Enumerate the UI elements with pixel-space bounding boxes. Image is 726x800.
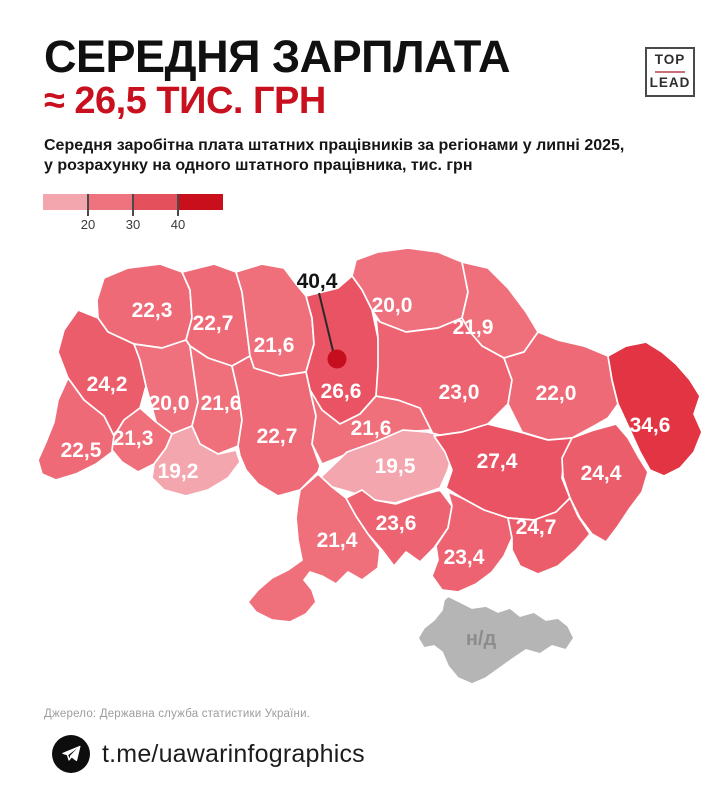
value-label-crimea: н/д [466,628,497,650]
legend-tick-40 [177,194,179,216]
value-label-zhytomyr: 21,6 [254,334,295,357]
subtitle: Середня заробітна плата штатних працівни… [44,136,684,177]
value-label-donetsk: 24,4 [581,462,622,485]
legend-segment-3 [133,194,178,210]
region-kherson [431,491,513,593]
toplead-logo-divider [655,71,685,73]
telegram-icon [52,735,90,773]
paper-plane-icon [62,745,81,762]
legend-segment-4 [178,194,223,210]
value-label-lviv: 24,2 [87,373,128,396]
region-donetsk [561,423,649,543]
legend-label-20: 20 [80,217,96,232]
page-title-value: ≈ 26,5 ТИС. ГРН [44,80,326,122]
value-label-chernihiv: 20,0 [372,294,413,317]
value-label-mykolaiv: 23,6 [376,512,417,535]
source-note: Джерело: Державна служба статистики Укра… [44,708,311,720]
region-zakarpattia [37,377,115,481]
telegram-handle[interactable]: t.me/uawarinfographics [102,739,365,768]
region-kharkiv [503,331,619,441]
region-luhansk [607,341,703,477]
value-label-kherson: 23,4 [444,546,485,569]
value-label-volyn: 22,3 [132,299,173,322]
legend-gradient-bar [43,194,223,210]
value-label-ternopil: 20,0 [149,392,190,415]
region-zaporizhzhia [507,497,591,575]
kyiv-city-dot [327,349,347,369]
legend-label-30: 30 [125,217,141,232]
toplead-logo: TOP LEAD [645,47,695,97]
value-label-odesa: 21,4 [317,529,358,552]
page-title: СЕРЕДНЯ ЗАРПЛАТА [44,31,510,82]
value-label-cherkasy: 21,6 [351,417,392,440]
legend-tick-20 [87,194,89,216]
subtitle-line1: Середня заробітна плата штатних працівни… [44,137,625,154]
toplead-logo-bottom: LEAD [649,75,691,90]
legend-tick-30 [132,194,134,216]
value-label-kirovohrad: 19,5 [375,455,416,478]
value-label-poltava: 23,0 [439,381,480,404]
toplead-logo-top: TOP [654,52,686,68]
value-label-rivne: 22,7 [193,312,234,335]
value-label-kyiv-oblast: 26,6 [321,380,362,403]
region-vinnytsia [231,355,321,497]
value-label-sumy: 21,9 [453,316,494,339]
subtitle-line2: у розрахунку на одного штатного працівни… [44,157,473,175]
region-chernivtsi [151,425,241,497]
region-crimea [417,595,575,685]
color-scale-legend: 20 30 40 [43,194,223,232]
legend-label-40: 40 [170,217,186,232]
legend-segment-1 [43,194,88,210]
region-khmelnytskyi [189,345,243,455]
value-label-vinnytsia: 22,7 [257,425,298,448]
value-label-zaporizhzhia: 24,7 [516,516,557,539]
value-label-chernivtsi: 19,2 [158,460,199,483]
value-label-kyiv-city: 40,4 [297,270,338,293]
value-label-ivano-frankivsk: 21,3 [113,427,154,450]
value-label-dnipropetrovsk: 27,4 [477,450,518,473]
kyiv-city-annotation-line [318,292,334,352]
value-label-zakarpattia: 22,5 [61,439,102,462]
value-label-luhansk: 34,6 [630,414,671,437]
telegram-link[interactable]: t.me/uawarinfographics [52,735,365,773]
legend-segment-2 [88,194,133,210]
value-label-khmelnytskyi: 21,6 [201,392,242,415]
value-label-kharkiv: 22,0 [536,382,577,405]
